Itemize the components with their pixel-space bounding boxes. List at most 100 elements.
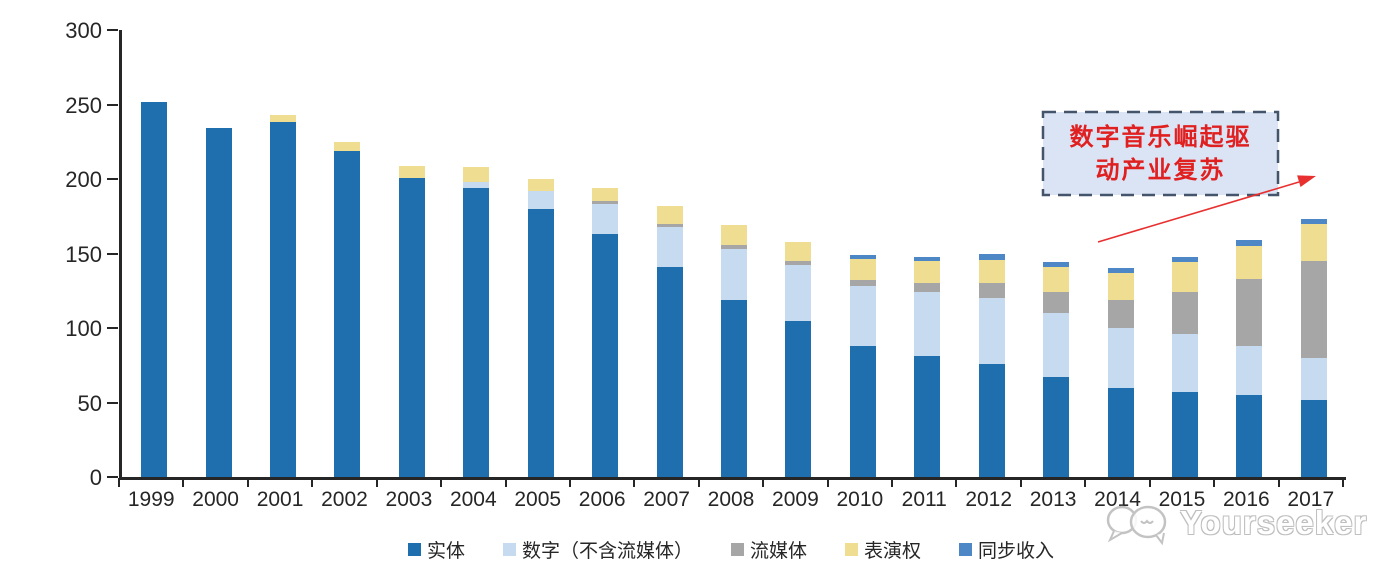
bar-2003[interactable] [398, 165, 425, 477]
segment-数字（不含流媒体）[interactable] [978, 298, 1005, 364]
bar-2004[interactable] [463, 167, 490, 477]
bar-2017[interactable] [1300, 219, 1327, 477]
segment-流媒体[interactable] [914, 283, 941, 293]
segment-实体[interactable] [1043, 377, 1070, 477]
segment-表演权[interactable] [656, 205, 683, 224]
segment-实体[interactable] [914, 356, 941, 477]
segment-数字（不含流媒体）[interactable] [1043, 313, 1070, 378]
segment-数字（不含流媒体）[interactable] [1171, 333, 1198, 393]
segment-数字（不含流媒体）[interactable] [463, 182, 490, 188]
x-axis-label-2012: 2012 [965, 488, 1013, 511]
segment-流媒体[interactable] [1107, 299, 1134, 329]
segment-表演权[interactable] [978, 259, 1005, 284]
segment-表演权[interactable] [785, 241, 812, 261]
segment-实体[interactable] [849, 345, 876, 477]
segment-表演权[interactable] [527, 179, 554, 191]
segment-同步收入[interactable] [914, 256, 941, 261]
segment-表演权[interactable] [914, 260, 941, 284]
segment-表演权[interactable] [849, 259, 876, 281]
bar-2015[interactable] [1171, 256, 1198, 477]
bar-2011[interactable] [914, 256, 941, 477]
segment-实体[interactable] [141, 101, 168, 477]
segment-数字（不含流媒体）[interactable] [1236, 345, 1263, 396]
bar-2008[interactable] [721, 225, 747, 477]
segment-流媒体[interactable] [978, 283, 1005, 299]
legend-item-表演权[interactable]: 表演权 [845, 536, 921, 563]
segment-实体[interactable] [205, 128, 232, 477]
x-axis-label-2002: 2002 [321, 488, 368, 511]
segment-同步收入[interactable] [1236, 240, 1263, 247]
segment-流媒体[interactable] [849, 280, 876, 287]
bar-2014[interactable] [1107, 268, 1134, 477]
segment-流媒体[interactable] [1043, 292, 1070, 314]
segment-数字（不含流媒体）[interactable] [785, 265, 812, 321]
bar-2001[interactable] [270, 114, 297, 477]
segment-实体[interactable] [592, 234, 619, 477]
segment-数字（不含流媒体）[interactable] [721, 249, 747, 300]
legend-item-同步收入[interactable]: 同步收入 [959, 536, 1054, 563]
bar-2005[interactable] [527, 179, 554, 477]
segment-同步收入[interactable] [978, 253, 1005, 260]
segment-数字（不含流媒体）[interactable] [527, 190, 554, 209]
bar-2016[interactable] [1236, 240, 1263, 477]
segment-实体[interactable] [1107, 387, 1134, 477]
x-axis-label-2017: 2017 [1287, 488, 1335, 511]
bar-2000[interactable] [205, 128, 232, 477]
segment-表演权[interactable] [1300, 223, 1327, 261]
bar-2012[interactable] [978, 253, 1005, 477]
segment-数字（不含流媒体）[interactable] [1300, 357, 1327, 400]
segment-同步收入[interactable] [1171, 256, 1198, 263]
segment-流媒体[interactable] [592, 201, 619, 205]
segment-流媒体[interactable] [1236, 278, 1263, 346]
segment-表演权[interactable] [1043, 266, 1070, 293]
segment-表演权[interactable] [1236, 246, 1263, 279]
x-axis-label-2009: 2009 [772, 488, 819, 511]
segment-实体[interactable] [463, 187, 490, 477]
segment-表演权[interactable] [270, 114, 297, 123]
legend-item-实体[interactable]: 实体 [407, 536, 465, 563]
segment-流媒体[interactable] [656, 223, 683, 227]
segment-表演权[interactable] [721, 225, 747, 245]
segment-表演权[interactable] [463, 167, 490, 182]
segment-数字（不含流媒体）[interactable] [592, 204, 619, 235]
legend-item-数字（不含流媒体）[interactable]: 数字（不含流媒体） [502, 536, 693, 563]
segment-同步收入[interactable] [1300, 219, 1327, 224]
segment-数字（不含流媒体）[interactable] [656, 226, 683, 267]
segment-实体[interactable] [1171, 392, 1198, 477]
bar-2010[interactable] [849, 255, 876, 477]
segment-同步收入[interactable] [849, 255, 876, 260]
bar-2006[interactable] [592, 187, 619, 477]
segment-实体[interactable] [978, 363, 1005, 477]
segment-实体[interactable] [527, 208, 554, 477]
segment-表演权[interactable] [334, 141, 361, 151]
segment-实体[interactable] [398, 177, 425, 477]
segment-实体[interactable] [1300, 399, 1327, 477]
segment-实体[interactable] [656, 266, 683, 477]
bar-2002[interactable] [334, 141, 361, 477]
segment-流媒体[interactable] [785, 260, 812, 266]
bar-2013[interactable] [1043, 262, 1070, 477]
bar-2009[interactable] [785, 241, 812, 477]
segment-流媒体[interactable] [1300, 260, 1327, 358]
segment-实体[interactable] [1236, 395, 1263, 477]
segment-实体[interactable] [270, 122, 297, 477]
segment-表演权[interactable] [592, 187, 619, 202]
segment-流媒体[interactable] [1171, 292, 1198, 334]
segment-表演权[interactable] [398, 165, 425, 178]
segment-实体[interactable] [785, 320, 812, 477]
legend-item-流媒体[interactable]: 流媒体 [730, 536, 807, 563]
segment-同步收入[interactable] [1107, 268, 1134, 273]
segment-数字（不含流媒体）[interactable] [849, 286, 876, 346]
segment-表演权[interactable] [1107, 272, 1134, 300]
segment-实体[interactable] [334, 150, 361, 477]
bar-1999[interactable] [141, 101, 168, 477]
segment-实体[interactable] [721, 299, 747, 477]
segment-同步收入[interactable] [1043, 262, 1070, 267]
segment-流媒体[interactable] [721, 244, 747, 250]
legend-label: 表演权 [864, 541, 922, 562]
bar-2007[interactable] [656, 205, 683, 477]
segment-数字（不含流媒体）[interactable] [1107, 328, 1134, 388]
x-axis-tick [762, 478, 765, 487]
segment-数字（不含流媒体）[interactable] [914, 292, 941, 357]
segment-表演权[interactable] [1171, 262, 1198, 293]
